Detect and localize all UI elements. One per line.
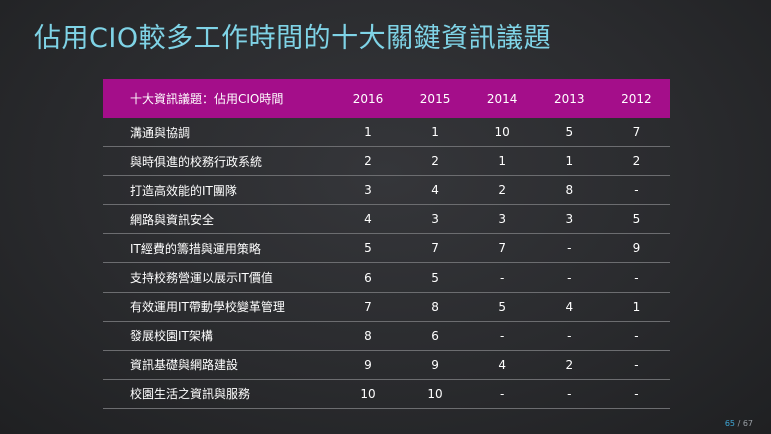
rank-cell: 4 [535,292,603,322]
issue-name: 網路與資訊安全 [103,204,335,235]
rank-cell: 10 [401,379,469,409]
rank-cell: 5 [602,204,670,235]
rank-cell: 9 [401,350,469,380]
rank-cell: 9 [602,233,670,264]
rank-cell: 1 [401,118,469,148]
rank-cell: - [535,321,603,351]
rank-cell: 7 [602,118,670,148]
page-title: 佔用CIO較多工作時間的十大關鍵資訊議題 [34,23,552,54]
rank-cell: 2 [468,175,536,206]
table-row: 發展校園IT架構 8 6 - - - [103,321,670,351]
issue-name: 有效運用IT帶動學校變革管理 [103,292,335,322]
rank-cell: - [602,175,670,206]
table-row: 打造高效能的IT團隊 3 4 2 8 - [103,175,670,206]
rank-cell: 3 [468,204,536,235]
rank-cell: 1 [602,292,670,322]
header-issue: 十大資訊議題：佔用CIO時間 [103,79,335,118]
rank-cell: 4 [334,204,402,235]
rank-cell: 5 [401,262,469,293]
table-row: 資訊基礎與網路建設 9 9 4 2 - [103,350,670,380]
issues-table: 十大資訊議題：佔用CIO時間 2016 2015 2014 2013 2012 … [103,79,670,409]
rank-cell: 4 [401,175,469,206]
rank-cell: 2 [535,350,603,380]
rank-cell: 8 [535,175,603,206]
table-row: IT經費的籌措與運用策略 5 7 7 - 9 [103,233,670,264]
issue-name: IT經費的籌措與運用策略 [103,233,335,264]
page-separator: / [735,419,743,428]
table-row: 溝通與協調 1 1 10 5 7 [103,118,670,148]
header-2014: 2014 [468,79,536,118]
rank-cell: 8 [401,292,469,322]
rank-cell: 10 [468,118,536,148]
table-row: 校園生活之資訊與服務 10 10 - - - [103,379,670,409]
issue-name: 溝通與協調 [103,118,335,148]
rank-cell: 3 [401,204,469,235]
issue-name: 與時俱進的校務行政系統 [103,146,335,177]
rank-cell: - [468,321,536,351]
header-2013: 2013 [535,79,603,118]
rank-cell: 3 [535,204,603,235]
rank-cell: - [602,350,670,380]
page-current: 65 [724,419,736,428]
rank-cell: 1 [468,146,536,177]
rank-cell: 5 [334,233,402,264]
rank-cell: 6 [401,321,469,351]
table-row: 支持校務營運以展示IT價值 6 5 - - - [103,262,670,293]
rank-cell: 1 [535,146,603,177]
rank-cell: 9 [334,350,402,380]
header-2016: 2016 [334,79,402,118]
rank-cell: 4 [468,350,536,380]
rank-cell: - [535,262,603,293]
header-2012: 2012 [602,79,670,118]
rank-cell: - [602,262,670,293]
header-2015: 2015 [401,79,469,118]
rank-cell: 8 [334,321,402,351]
rank-cell: 2 [602,146,670,177]
rank-cell: - [535,233,603,264]
rank-cell: 3 [334,175,402,206]
table-row: 有效運用IT帶動學校變革管理 7 8 5 4 1 [103,292,670,322]
issue-name: 發展校園IT架構 [103,321,335,351]
rank-cell: - [535,379,603,409]
rank-cell: 1 [334,118,402,148]
rank-cell: 7 [334,292,402,322]
rank-cell: 10 [334,379,402,409]
rank-cell: - [468,379,536,409]
rank-cell: 5 [468,292,536,322]
issue-name: 校園生活之資訊與服務 [103,379,335,409]
rank-cell: - [468,262,536,293]
table-row: 網路與資訊安全 4 3 3 3 5 [103,204,670,235]
rank-cell: 7 [468,233,536,264]
table-row: 與時俱進的校務行政系統 2 2 1 1 2 [103,146,670,177]
rank-cell: 2 [401,146,469,177]
issue-name: 打造高效能的IT團隊 [103,175,335,206]
issue-name: 支持校務營運以展示IT價值 [103,262,335,293]
issue-name: 資訊基礎與網路建設 [103,350,335,380]
rank-cell: - [602,379,670,409]
table-header-row: 十大資訊議題：佔用CIO時間 2016 2015 2014 2013 2012 [103,79,670,118]
page-total: 67 [742,419,753,428]
page-number: 65 / 67 [725,419,753,428]
rank-cell: 2 [334,146,402,177]
rank-cell: - [602,321,670,351]
rank-cell: 5 [535,118,603,148]
rank-cell: 6 [334,262,402,293]
rank-cell: 7 [401,233,469,264]
